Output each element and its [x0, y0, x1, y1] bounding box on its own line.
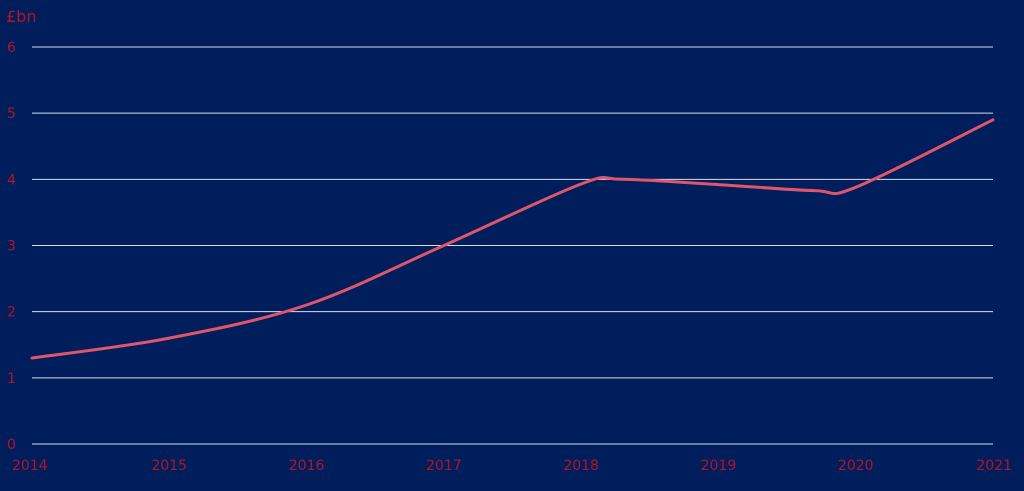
y-tick-label: 6 [7, 40, 16, 56]
y-axis-unit-label: £bn [6, 7, 36, 26]
x-tick-label: 2019 [701, 458, 737, 474]
x-tick-label: 2014 [12, 458, 48, 474]
x-tick-label: 2018 [563, 458, 599, 474]
x-tick-label: 2017 [426, 458, 462, 474]
y-tick-label: 5 [7, 106, 16, 122]
y-axis-ticks: 0 1 2 3 4 5 6 [7, 40, 16, 453]
y-tick-label: 3 [7, 239, 16, 255]
gridlines [32, 46, 993, 445]
y-tick-label: 2 [7, 305, 16, 321]
x-tick-label: 2020 [838, 458, 874, 474]
y-tick-label: 4 [7, 172, 16, 188]
y-tick-label: 1 [7, 371, 16, 387]
series-line [30, 118, 995, 360]
x-tick-label: 2016 [289, 458, 325, 474]
y-tick-label: 0 [7, 437, 16, 453]
x-tick-label: 2015 [151, 458, 187, 474]
x-tick-label: 2021 [976, 458, 1012, 474]
x-axis-ticks: 2014 2015 2016 2017 2018 2019 2020 2021 [12, 458, 1012, 474]
